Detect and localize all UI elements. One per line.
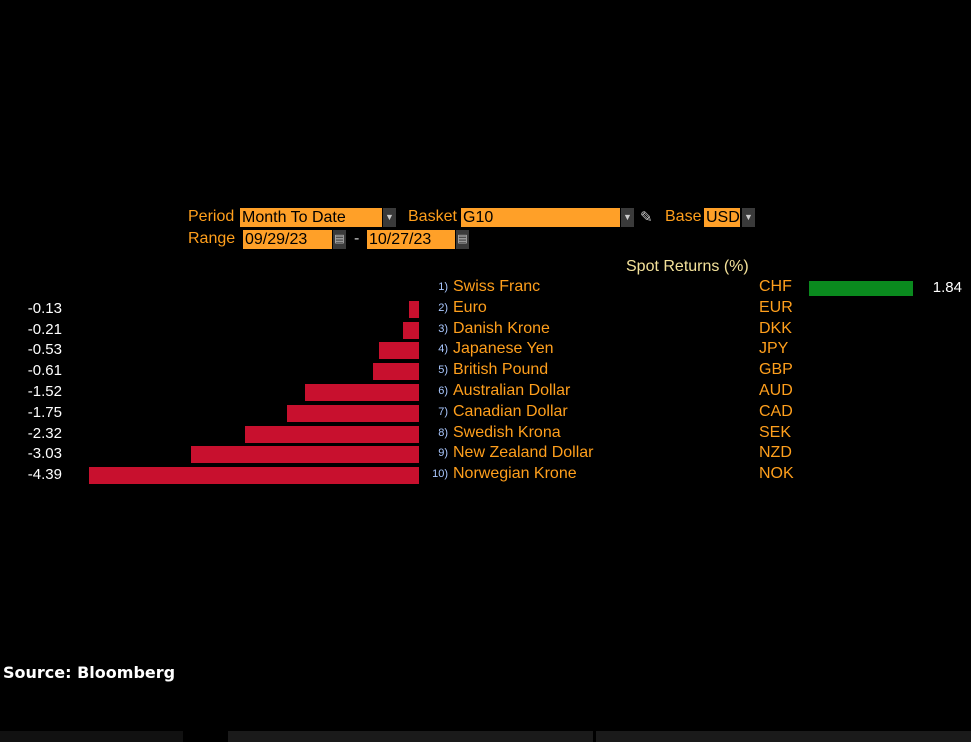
value-label: -4.39 — [27, 466, 62, 484]
currency-name[interactable]: Norwegian Krone — [453, 465, 577, 483]
bar-chf — [809, 281, 913, 296]
source-label: Source: Bloomberg — [3, 663, 176, 682]
currency-code: EUR — [759, 298, 793, 316]
pencil-icon[interactable]: ✎ — [640, 209, 653, 226]
bar-gbp — [373, 363, 419, 381]
value-label: -0.53 — [27, 341, 62, 359]
row-index: 5) — [438, 364, 448, 377]
value-label: -1.52 — [27, 383, 62, 400]
bar-aud — [304, 384, 419, 401]
range-label: Range — [188, 230, 236, 247]
bar-sek — [244, 425, 419, 443]
currency-code: SEK — [759, 423, 792, 441]
period-select[interactable]: Month To Date — [240, 208, 382, 227]
row-index: 9) — [438, 447, 448, 460]
range-separator: - — [354, 230, 360, 247]
row-index: 8) — [438, 426, 448, 439]
currency-code: JPY — [759, 340, 789, 358]
row-index: 1) — [438, 281, 448, 293]
base-dropdown-icon[interactable]: ▼ — [742, 208, 755, 227]
currency-name[interactable]: Euro — [453, 298, 487, 316]
bar-cad — [287, 404, 419, 422]
range-start-input[interactable]: 09/29/23 — [243, 230, 332, 249]
basket-label: Basket — [408, 208, 457, 225]
bar-jpy — [379, 342, 419, 360]
value-label: -3.03 — [27, 445, 62, 463]
currency-code: CHF — [759, 278, 792, 295]
row-index: 6) — [438, 385, 448, 397]
currency-code: DKK — [759, 319, 792, 337]
currency-code: AUD — [759, 382, 793, 399]
value-label: -0.61 — [27, 362, 62, 380]
bar-nzd — [191, 446, 419, 464]
bar-dkk — [403, 321, 419, 339]
row-index: 3) — [438, 322, 448, 335]
currency-name[interactable]: Swedish Krona — [453, 423, 561, 441]
base-label: Base — [665, 208, 702, 225]
currency-name[interactable]: Japanese Yen — [453, 340, 554, 358]
tab[interactable] — [228, 731, 593, 742]
value-label: -0.13 — [27, 299, 62, 317]
value-label: -2.32 — [27, 424, 62, 442]
currency-name[interactable]: Danish Krone — [453, 319, 550, 337]
row-index: 2) — [438, 301, 448, 314]
currency-name[interactable]: Swiss Franc — [453, 278, 541, 295]
currency-name[interactable]: New Zealand Dollar — [453, 444, 594, 462]
period-dropdown-icon[interactable]: ▼ — [383, 208, 396, 227]
row-index: 10) — [432, 468, 448, 481]
tab[interactable] — [0, 731, 183, 742]
currency-code: CAD — [759, 402, 793, 420]
currency-name[interactable]: Canadian Dollar — [453, 402, 568, 420]
currency-name[interactable]: British Pound — [453, 361, 549, 379]
range-end-input[interactable]: 10/27/23 — [367, 230, 455, 249]
row-index: 7) — [438, 405, 448, 418]
currency-code: GBP — [759, 361, 793, 379]
row-index: 4) — [438, 343, 448, 356]
currency-code: NZD — [759, 444, 792, 462]
value-label: -0.21 — [27, 320, 62, 338]
tab[interactable] — [596, 731, 971, 742]
bar-eur — [409, 300, 419, 318]
bar-nok — [89, 467, 419, 485]
currency-code: NOK — [759, 465, 794, 483]
calendar-icon[interactable]: ▤ — [456, 230, 469, 249]
basket-select[interactable]: G10 — [461, 208, 620, 227]
basket-dropdown-icon[interactable]: ▼ — [621, 208, 634, 227]
value-label: -1.75 — [27, 403, 62, 421]
calendar-icon[interactable]: ▤ — [333, 230, 346, 249]
chart-title: Spot Returns (%) — [626, 258, 749, 275]
currency-name[interactable]: Australian Dollar — [453, 382, 571, 399]
value-label: 1.84 — [932, 279, 962, 296]
base-select[interactable]: USD — [704, 208, 740, 227]
period-label: Period — [188, 208, 235, 225]
